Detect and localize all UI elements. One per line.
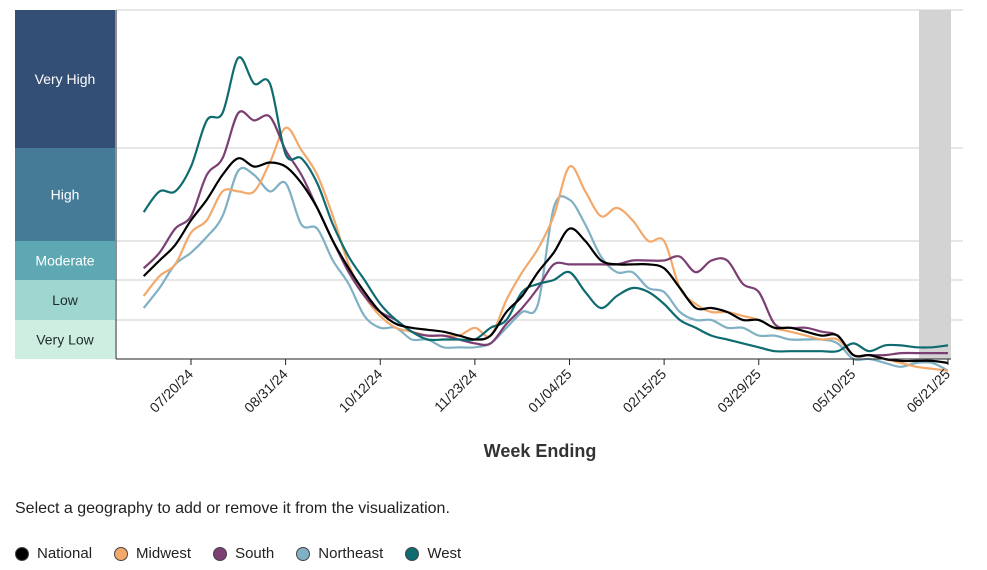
level-label: Low <box>52 292 79 308</box>
x-tick-label: 11/23/24 <box>431 366 480 415</box>
legend-label: Northeast <box>318 545 384 562</box>
level-bands: Very High High Moderate Low Very Low <box>15 10 115 359</box>
series-line-midwest <box>142 126 949 372</box>
x-tick-label: 02/15/25 <box>619 366 669 416</box>
x-tick-label: 08/31/24 <box>241 366 291 416</box>
level-line-chart: Very High High Moderate Low Very Low 07/20/2… <box>15 9 963 461</box>
legend-swatch <box>213 546 228 561</box>
legend-swatch <box>114 546 129 561</box>
level-label: Moderate <box>35 253 94 269</box>
series-line-west <box>142 56 949 353</box>
level-label: Very Low <box>36 332 94 348</box>
instruction-text: Select a geography to add or remove it f… <box>15 500 450 517</box>
x-tick-label: 10/12/24 <box>336 366 386 416</box>
legend-swatch <box>15 546 29 561</box>
level-band-very-high <box>15 10 115 148</box>
x-tick-label: 06/21/25 <box>903 366 953 416</box>
legend-item-northeast[interactable]: Northeast <box>296 545 383 562</box>
series-lines <box>142 56 949 372</box>
legend-label: West <box>427 545 462 562</box>
series-line-national <box>142 157 949 364</box>
x-axis: 07/20/24 08/31/24 10/12/24 11/23/24 01/04/25… <box>116 358 953 416</box>
x-tick-label: 05/10/25 <box>809 366 859 416</box>
legend-item-national[interactable]: National <box>15 545 92 562</box>
legend-label: South <box>235 545 275 562</box>
legend-label: Midwest <box>136 545 192 562</box>
level-band-low <box>15 280 115 320</box>
legend-label: National <box>37 545 93 562</box>
legend-item-midwest[interactable]: Midwest <box>114 545 191 562</box>
legend-swatch <box>296 546 311 561</box>
x-axis-title: Week Ending <box>484 441 597 461</box>
gridlines <box>115 9 963 359</box>
legend-item-south[interactable]: South <box>213 545 274 562</box>
series-line-northeast <box>142 166 949 372</box>
x-tick-label: 03/29/25 <box>714 366 764 416</box>
incomplete-data-shade <box>919 10 951 359</box>
series-line-south <box>142 110 948 358</box>
x-tick-label: 01/04/25 <box>525 366 575 416</box>
level-label: High <box>51 187 80 203</box>
legend-swatch <box>405 546 420 561</box>
x-tick-label: 07/20/24 <box>146 366 196 416</box>
level-band-high <box>15 148 115 241</box>
legend: National Midwest South Northeast West <box>15 545 461 562</box>
level-band-very-low <box>15 320 115 359</box>
legend-item-west[interactable]: West <box>405 545 461 562</box>
level-band-moderate <box>15 241 115 280</box>
level-label: Very High <box>35 71 96 87</box>
